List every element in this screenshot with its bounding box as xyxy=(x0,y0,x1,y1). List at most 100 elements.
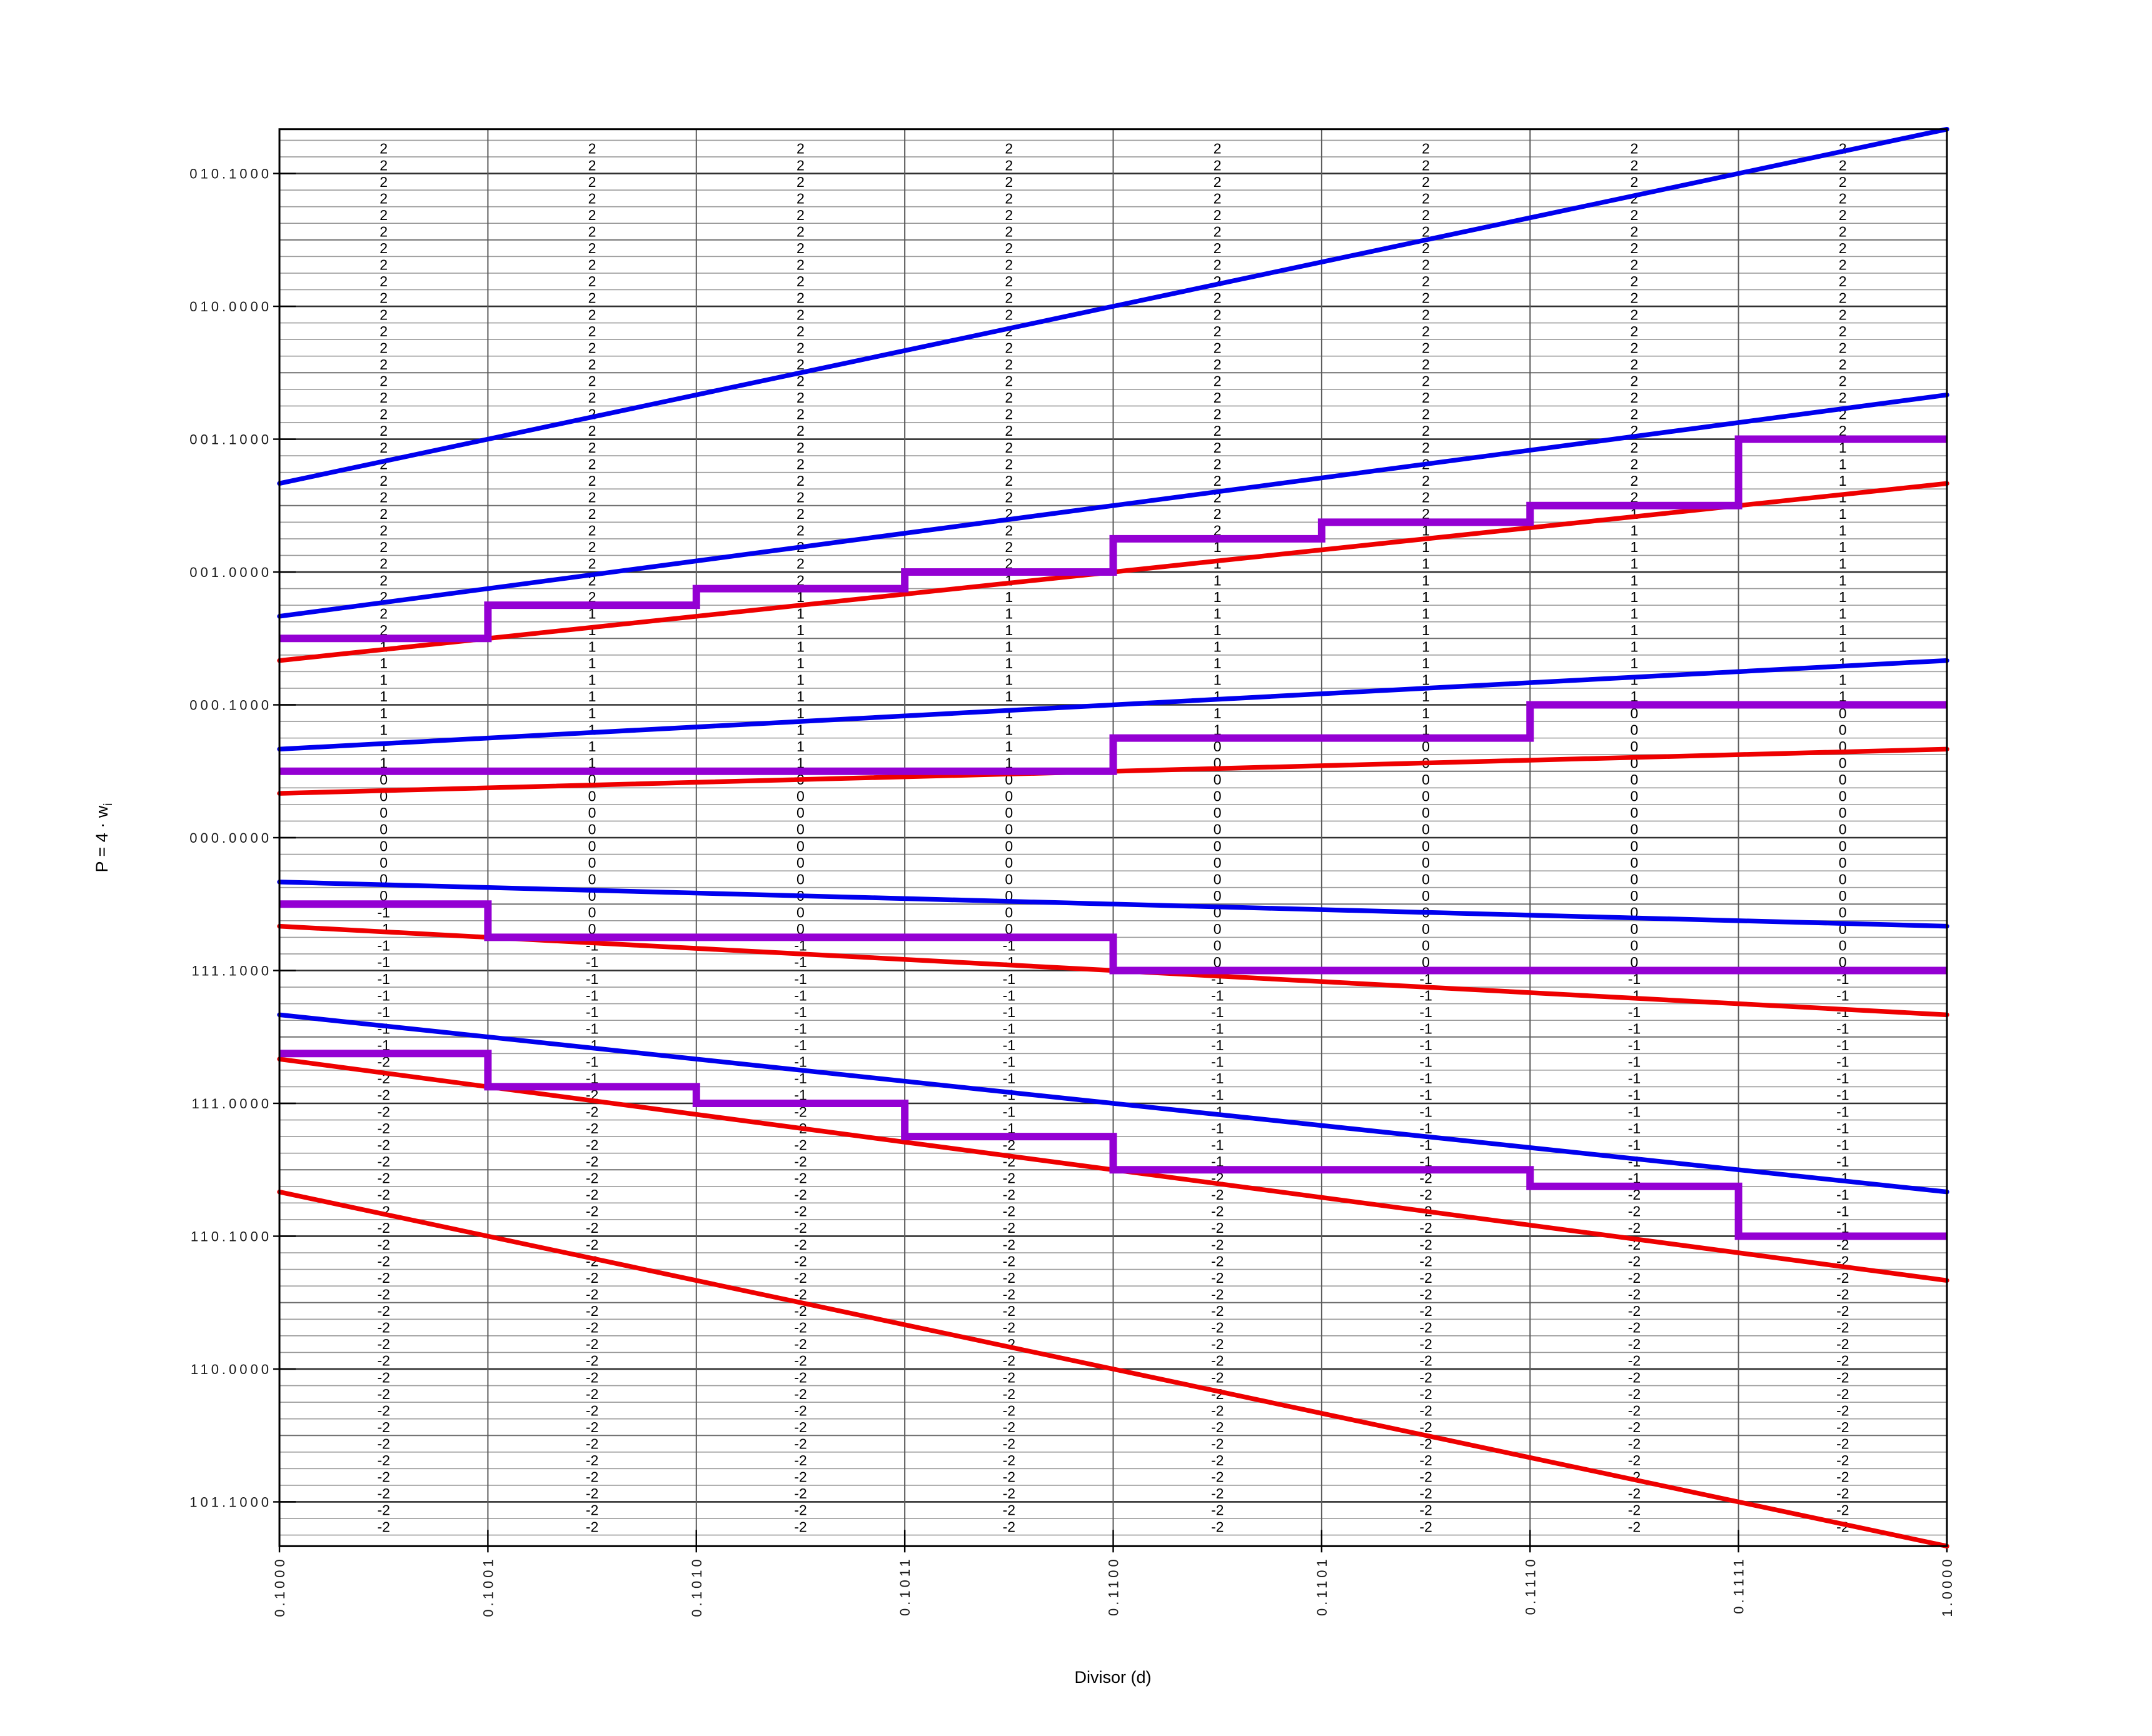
digit-cell: 2 xyxy=(1214,389,1222,406)
digit-cell: 2 xyxy=(1214,240,1222,256)
digit-cell: 0 xyxy=(588,821,596,838)
digit-cell: 2 xyxy=(1005,539,1013,555)
upper-containment-bounds-line xyxy=(277,658,1949,752)
digit-cell: -2 xyxy=(1836,1237,1849,1253)
digit-cell: 1 xyxy=(1631,688,1639,705)
digit-cell: 2 xyxy=(380,473,388,489)
digit-cell: 1 xyxy=(1005,589,1013,605)
digit-cell: -2 xyxy=(1211,1419,1224,1435)
digit-cell: -1 xyxy=(586,1004,598,1020)
x-tick-label: 0.1011 xyxy=(897,1556,913,1616)
digit-cell: -2 xyxy=(1211,1485,1224,1502)
digit-cell: 0 xyxy=(1631,721,1639,738)
digit-cell: -2 xyxy=(1628,1419,1641,1435)
digit-cell: -1 xyxy=(1836,1087,1849,1103)
digit-cell: 1 xyxy=(1214,655,1222,671)
digit-cell: -1 xyxy=(794,1070,807,1086)
digit-cell: 2 xyxy=(1631,339,1639,356)
digit-cell: -2 xyxy=(794,1187,807,1203)
digit-cell: 0 xyxy=(588,788,596,805)
digit-cell: -2 xyxy=(1628,1353,1641,1369)
digit-cell: -2 xyxy=(377,1320,390,1336)
digit-cell: -2 xyxy=(1836,1386,1849,1402)
digit-cell: 2 xyxy=(797,323,805,339)
digit-cell: 2 xyxy=(1005,356,1013,373)
digit-cell: 2 xyxy=(797,572,805,588)
digit-cell: 2 xyxy=(588,373,596,389)
digit-cell: 2 xyxy=(1422,473,1430,489)
digit-cell: -2 xyxy=(586,1286,598,1302)
digit-cell: -2 xyxy=(586,1237,598,1253)
digit-cell: -2 xyxy=(586,1402,598,1418)
digit-cell: 2 xyxy=(1839,323,1847,339)
digit-cell: -2 xyxy=(1211,1353,1224,1369)
y-tick-label: 101.1000 xyxy=(189,1494,272,1510)
digit-cell: 2 xyxy=(380,523,388,539)
digit-cell: 2 xyxy=(797,240,805,256)
x-tick-label: 0.1010 xyxy=(689,1556,705,1617)
digit-cell: 2 xyxy=(1005,389,1013,406)
digit-cell: -2 xyxy=(1211,1369,1224,1385)
digit-cell: 2 xyxy=(1839,306,1847,323)
digit-cell: 2 xyxy=(1839,190,1847,206)
digit-cell: -2 xyxy=(1419,1353,1432,1369)
digit-cell: -2 xyxy=(1211,1253,1224,1269)
digit-cell: 2 xyxy=(1005,157,1013,173)
digit-cell: -1 xyxy=(1003,938,1015,954)
digit-cell: 1 xyxy=(797,721,805,738)
digit-cell: -1 xyxy=(794,987,807,1003)
digit-cell: 2 xyxy=(1214,439,1222,456)
digit-cell: 0 xyxy=(1839,771,1847,788)
digit-cell: 0 xyxy=(1631,705,1639,721)
digit-cell: 2 xyxy=(797,556,805,572)
digit-cell: -2 xyxy=(1419,1187,1432,1203)
digit-cell: -1 xyxy=(1003,1020,1015,1036)
digit-cell: -2 xyxy=(377,1187,390,1203)
y-axis-title: P = 4 · wi xyxy=(93,803,115,872)
digit-cell: 2 xyxy=(1631,406,1639,423)
digit-cell: 1 xyxy=(797,639,805,655)
digit-cell: 2 xyxy=(1839,389,1847,406)
digit-cell: -2 xyxy=(1836,1452,1849,1468)
digit-cell: -2 xyxy=(1836,1336,1849,1352)
digit-cell: -2 xyxy=(1628,1320,1641,1336)
digit-cell: 1 xyxy=(1005,639,1013,655)
digit-cell: 2 xyxy=(1631,473,1639,489)
digit-cell: -1 xyxy=(1628,1136,1641,1153)
digit-cell: 0 xyxy=(797,821,805,838)
digit-cell: -1 xyxy=(1211,1054,1224,1070)
digit-cell: 0 xyxy=(588,838,596,854)
digit-cell: -2 xyxy=(1003,1187,1015,1203)
digit-cell: 0 xyxy=(1005,821,1013,838)
digit-cell: -1 xyxy=(1836,1136,1849,1153)
digit-cell: -2 xyxy=(586,1170,598,1187)
digit-cell: 0 xyxy=(797,855,805,871)
digit-cell: 1 xyxy=(1422,622,1430,638)
digit-cell: -1 xyxy=(1419,1020,1432,1036)
digit-cell: 1 xyxy=(1839,589,1847,605)
digit-cell: 2 xyxy=(1422,339,1430,356)
digit-cell: 1 xyxy=(1005,655,1013,671)
digit-cell: -1 xyxy=(1419,1004,1432,1020)
digit-cell: 2 xyxy=(380,605,388,621)
digit-cell: 2 xyxy=(797,339,805,356)
digit-cell: -2 xyxy=(1211,1303,1224,1319)
digit-cell: -2 xyxy=(1419,1402,1432,1418)
digit-cell: 2 xyxy=(1631,141,1639,157)
digit-cell: -2 xyxy=(377,1452,390,1468)
digit-cell: 1 xyxy=(1214,556,1222,572)
digit-cell: 2 xyxy=(588,207,596,223)
digit-cell: 0 xyxy=(797,838,805,854)
digit-cell: 0 xyxy=(1422,821,1430,838)
digit-cell: -1 xyxy=(1836,1037,1849,1053)
digit-cell: 2 xyxy=(1214,356,1222,373)
digit-cell: -2 xyxy=(794,1286,807,1302)
digit-cell: 2 xyxy=(380,223,388,239)
digit-cell: -1 xyxy=(1836,971,1849,987)
digit-cell: 2 xyxy=(1005,473,1013,489)
digit-cell: -1 xyxy=(377,921,390,937)
digit-cell: 0 xyxy=(1839,838,1847,854)
digit-cell: 2 xyxy=(1214,423,1222,439)
digit-cell: 2 xyxy=(797,473,805,489)
digit-cell: 0 xyxy=(380,771,388,788)
